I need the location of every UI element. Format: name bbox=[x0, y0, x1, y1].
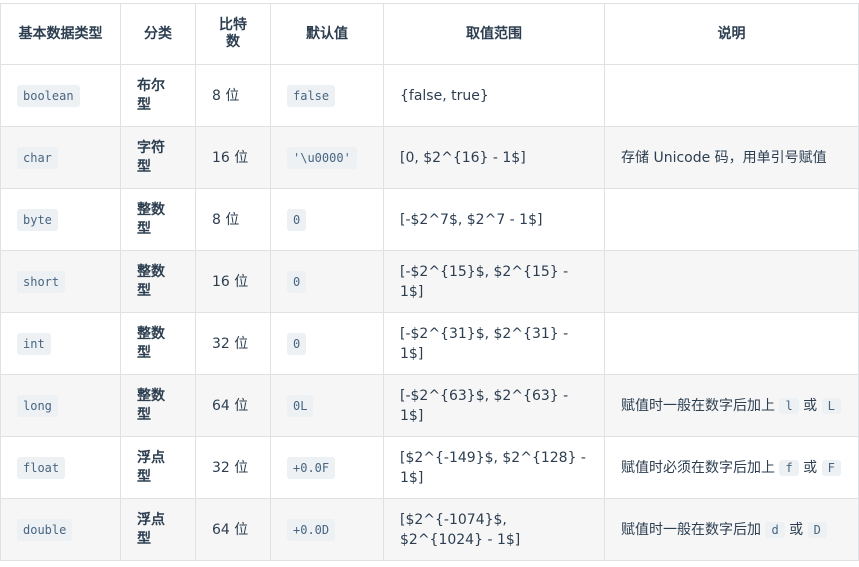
header-description: 说明 bbox=[604, 3, 859, 65]
type-code: double bbox=[17, 518, 73, 541]
suffix-code-upper: F bbox=[821, 459, 841, 476]
category-cell: 整数型 bbox=[120, 250, 196, 313]
range-cell: {false, true} bbox=[383, 64, 605, 127]
header-range: 取值范围 bbox=[383, 3, 605, 65]
default-cell: +0.0D bbox=[270, 498, 384, 561]
type-code: char bbox=[17, 146, 58, 169]
description-or: 或 bbox=[803, 459, 818, 476]
default-cell: 0 bbox=[270, 250, 384, 313]
description-cell: 赋值时必须在数字后加上 f 或 F bbox=[604, 436, 859, 499]
description-or: 或 bbox=[789, 521, 804, 538]
suffix-code: f bbox=[779, 459, 799, 476]
bits-cell: 8 位 bbox=[195, 64, 271, 127]
header-category: 分类 bbox=[120, 3, 196, 65]
category-cell: 字符型 bbox=[120, 126, 196, 189]
table-header-row: 基本数据类型 分类 比特数 默认值 取值范围 说明 bbox=[0, 3, 859, 65]
type-code: int bbox=[17, 332, 51, 355]
type-cell: boolean bbox=[0, 64, 121, 127]
table-row: char 字符型 16 位 '\u0000' [0, $2^{16} - 1$] 存储 U… bbox=[0, 126, 859, 189]
type-cell: float bbox=[0, 436, 121, 499]
category-cell: 整数型 bbox=[120, 188, 196, 251]
type-cell: double bbox=[0, 498, 121, 561]
default-code: +0.0D bbox=[287, 518, 336, 541]
bits-cell: 32 位 bbox=[195, 436, 271, 499]
description-cell bbox=[604, 250, 859, 313]
default-cell: 0 bbox=[270, 312, 384, 375]
range-cell: [$2^{-149}$, $2^{128} - 1$] bbox=[383, 436, 605, 499]
header-default: 默认值 bbox=[270, 3, 384, 65]
range-cell: [0, $2^{16} - 1$] bbox=[383, 126, 605, 189]
type-cell: byte bbox=[0, 188, 121, 251]
default-code: false bbox=[287, 84, 336, 107]
description-cell bbox=[604, 188, 859, 251]
category-cell: 布尔型 bbox=[120, 64, 196, 127]
type-code: boolean bbox=[17, 84, 80, 107]
description-text: 赋值时一般在数字后加 bbox=[621, 521, 761, 538]
description-text: 存储 Unicode 码，用单引号赋值 bbox=[621, 149, 827, 166]
table-row: float 浮点型 32 位 +0.0F [$2^{-149}$, $2^{128} -… bbox=[0, 436, 859, 499]
type-code: byte bbox=[17, 208, 58, 231]
table-row: short 整数型 16 位 0 [-$2^{15}$, $2^{15} - 1$] bbox=[0, 250, 859, 313]
description-text: 赋值时必须在数字后加上 bbox=[621, 459, 775, 476]
bits-cell: 16 位 bbox=[195, 250, 271, 313]
default-cell: 0L bbox=[270, 374, 384, 437]
default-code: +0.0F bbox=[287, 456, 336, 479]
default-code: 0 bbox=[287, 332, 307, 355]
range-cell: [-$2^7$, $2^7 - 1$] bbox=[383, 188, 605, 251]
description-cell: 赋值时一般在数字后加上 l 或 L bbox=[604, 374, 859, 437]
default-code: 0L bbox=[287, 394, 314, 417]
bits-cell: 8 位 bbox=[195, 188, 271, 251]
range-cell: [-$2^{15}$, $2^{15} - 1$] bbox=[383, 250, 605, 313]
default-code: 0 bbox=[287, 208, 307, 231]
category-cell: 整数型 bbox=[120, 374, 196, 437]
type-cell: long bbox=[0, 374, 121, 437]
default-cell: '\u0000' bbox=[270, 126, 384, 189]
type-code: float bbox=[17, 456, 66, 479]
header-type: 基本数据类型 bbox=[0, 3, 121, 65]
table-row: int 整数型 32 位 0 [-$2^{31}$, $2^{31} - 1$] bbox=[0, 312, 859, 375]
type-code: long bbox=[17, 394, 58, 417]
table-row: byte 整数型 8 位 0 [-$2^7$, $2^7 - 1$] bbox=[0, 188, 859, 251]
suffix-code: l bbox=[779, 397, 799, 414]
default-code: 0 bbox=[287, 270, 307, 293]
default-cell: 0 bbox=[270, 188, 384, 251]
default-cell: false bbox=[270, 64, 384, 127]
description-text: 赋值时一般在数字后加上 bbox=[621, 397, 775, 414]
default-cell: +0.0F bbox=[270, 436, 384, 499]
table-row: double 浮点型 64 位 +0.0D [$2^{-1074}$, $2^{1024… bbox=[0, 498, 859, 561]
bits-cell: 32 位 bbox=[195, 312, 271, 375]
table-row: boolean 布尔型 8 位 false {false, true} bbox=[0, 64, 859, 127]
type-cell: char bbox=[0, 126, 121, 189]
suffix-code-upper: L bbox=[821, 397, 841, 414]
range-cell: [-$2^{31}$, $2^{31} - 1$] bbox=[383, 312, 605, 375]
description-cell bbox=[604, 312, 859, 375]
category-cell: 浮点型 bbox=[120, 436, 196, 499]
type-cell: short bbox=[0, 250, 121, 313]
description-cell: 存储 Unicode 码，用单引号赋值 bbox=[604, 126, 859, 189]
bits-cell: 64 位 bbox=[195, 374, 271, 437]
default-code: '\u0000' bbox=[287, 146, 357, 169]
description-cell: 赋值时一般在数字后加 d 或 D bbox=[604, 498, 859, 561]
suffix-code: d bbox=[765, 521, 785, 538]
bits-cell: 16 位 bbox=[195, 126, 271, 189]
suffix-code-upper: D bbox=[807, 521, 827, 538]
header-bits: 比特数 bbox=[195, 3, 271, 65]
type-code: short bbox=[17, 270, 66, 293]
description-cell bbox=[604, 64, 859, 127]
range-cell: [-$2^{63}$, $2^{63} - 1$] bbox=[383, 374, 605, 437]
category-cell: 浮点型 bbox=[120, 498, 196, 561]
bits-cell: 64 位 bbox=[195, 498, 271, 561]
table-row: long 整数型 64 位 0L [-$2^{63}$, $2^{63} - 1$] 赋值… bbox=[0, 374, 859, 437]
description-or: 或 bbox=[803, 397, 818, 414]
category-cell: 整数型 bbox=[120, 312, 196, 375]
type-cell: int bbox=[0, 312, 121, 375]
range-cell: [$2^{-1074}$, $2^{1024} - 1$] bbox=[383, 498, 605, 561]
